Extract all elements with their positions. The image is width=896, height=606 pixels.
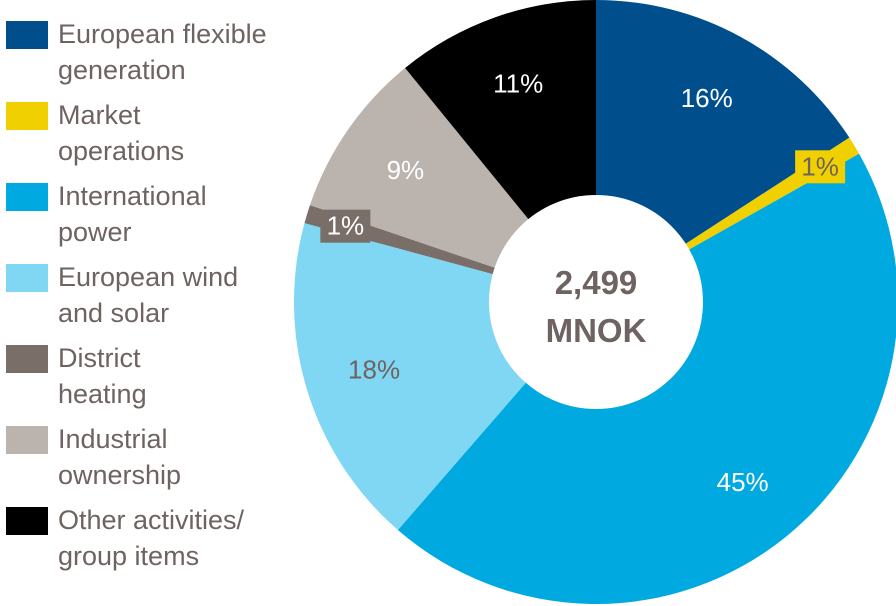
- legend-label: District heating: [58, 343, 147, 409]
- legend-label: Other activities/ group items: [58, 505, 245, 571]
- legend-label: Industrial ownership: [58, 424, 182, 490]
- legend-label: European wind and solar: [58, 262, 239, 328]
- legend-swatch: [6, 264, 48, 292]
- slice-label-box-5: [320, 209, 371, 243]
- slice-label-5: 1%: [327, 211, 365, 241]
- slice-label-3: 45%: [717, 467, 769, 497]
- legend-swatch: [6, 102, 48, 130]
- slice-label-2: 1%: [801, 151, 839, 181]
- legend-swatch: [6, 183, 48, 211]
- slice-label-1: 16%: [681, 83, 733, 113]
- slice-label-4: 18%: [348, 355, 400, 385]
- legend-label: Market operations: [58, 100, 185, 166]
- legend-swatch: [6, 345, 48, 373]
- legend-label: International power: [58, 181, 207, 247]
- slice-label-6: 9%: [387, 155, 425, 185]
- center-total-value: 2,499: [555, 264, 638, 301]
- donut-hole: [489, 195, 703, 409]
- center-total-unit: MNOK: [546, 312, 647, 349]
- legend-swatch: [6, 426, 48, 454]
- legend-swatch: [6, 507, 48, 535]
- slice-label-box-2: [795, 150, 846, 184]
- slice-label-7: 11%: [493, 68, 543, 98]
- legend-label: European flexible generation: [58, 19, 267, 85]
- legend-swatch: [6, 21, 48, 49]
